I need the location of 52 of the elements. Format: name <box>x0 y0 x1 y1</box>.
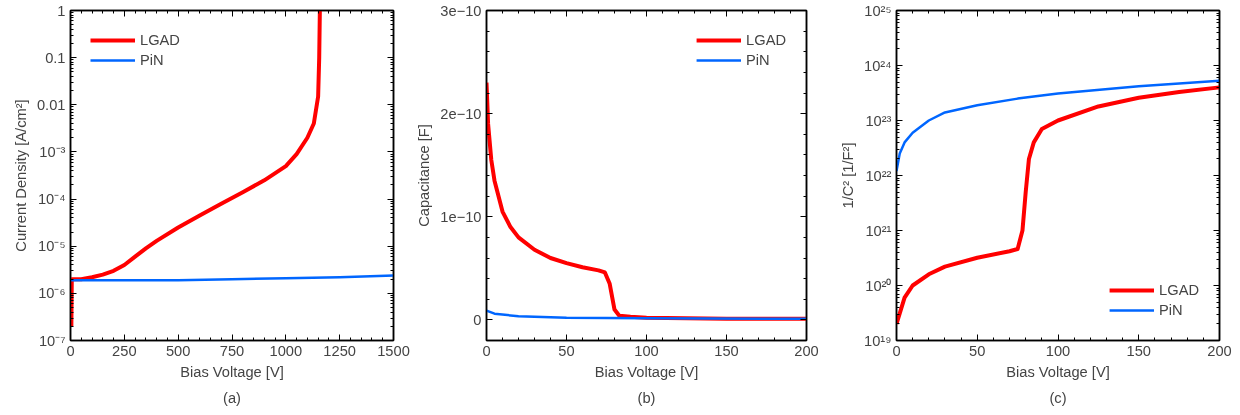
y-tick-label: 10⁻⁴ <box>37 191 66 208</box>
x-axis-title: Bias Voltage [V] <box>180 363 284 380</box>
x-tick-label: 250 <box>112 342 137 359</box>
x-tick-label: 100 <box>634 342 659 359</box>
y-tick-label: 10²² <box>865 167 892 184</box>
legend-label: LGAD <box>746 32 786 48</box>
legend-label: LGAD <box>140 32 180 48</box>
text: (a) <box>223 389 241 406</box>
legend-label: PiN <box>746 52 770 68</box>
x-tick-label: 50 <box>969 342 986 359</box>
y-tick-label: 3e−10 <box>440 2 482 19</box>
legend-label: PiN <box>140 52 164 68</box>
x-tick-label: 1500 <box>377 342 410 359</box>
y-tick-label: 10⁻⁶ <box>38 285 66 302</box>
y-tick-label: 10⁻⁷ <box>38 332 66 349</box>
text: (c) <box>1049 389 1067 406</box>
y-tick-label: 1e−10 <box>440 208 482 225</box>
y-axis-title: 1/C² [1/F²] <box>840 142 857 209</box>
y-tick-label: 10²¹ <box>865 222 892 239</box>
y-tick-label: 0.1 <box>45 49 66 66</box>
y-tick-label: 10⁻³ <box>39 143 66 160</box>
x-axis-title: Bias Voltage [V] <box>594 363 699 380</box>
x-tick-label: 150 <box>714 342 739 359</box>
line-series <box>486 309 807 321</box>
x-axis-title: Bias Voltage [V] <box>1006 363 1110 380</box>
y-tick-label: 10¹⁹ <box>864 332 892 349</box>
y-tick-label: 10²⁵ <box>864 2 892 19</box>
x-tick-label: 100 <box>1045 342 1071 359</box>
x-tick-label: 150 <box>1126 342 1151 359</box>
y-tick-label: 1 <box>57 2 66 19</box>
line-series <box>70 10 322 329</box>
text: (b) <box>637 389 656 406</box>
legend-label: PiN <box>1159 302 1183 318</box>
x-tick-label: 500 <box>165 342 191 359</box>
line-series <box>896 85 1220 326</box>
y-axis-title: Capacitance [F] <box>416 124 433 227</box>
y-axis-title: Current Density [A/cm²] <box>12 99 29 252</box>
x-tick-label: 200 <box>1207 342 1232 359</box>
x-tick-label: 750 <box>219 342 245 359</box>
y-tick-label: 10²⁰ <box>865 277 892 294</box>
x-tick-label: 200 <box>794 342 819 359</box>
x-tick-label: 1250 <box>323 342 356 359</box>
x-tick-label: 50 <box>558 342 575 359</box>
y-tick-label: 0.01 <box>36 96 66 113</box>
y-tick-label: 10⁻⁵ <box>38 238 66 255</box>
y-tick-label: 10²⁴ <box>864 57 892 74</box>
y-tick-label: 10²³ <box>865 112 892 129</box>
y-tick-label: 0 <box>473 311 482 328</box>
line-series <box>896 79 1220 173</box>
y-tick-label: 2e−10 <box>440 105 482 122</box>
x-tick-label: 1000 <box>269 342 303 359</box>
legend-label: LGAD <box>1159 282 1199 298</box>
